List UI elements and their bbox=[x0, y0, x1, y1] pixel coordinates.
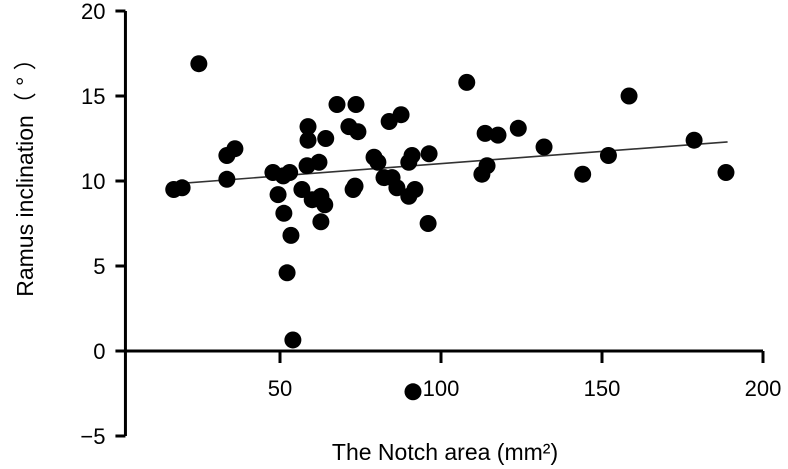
data-point bbox=[269, 186, 287, 204]
data-point bbox=[419, 215, 437, 232]
data-point bbox=[685, 131, 703, 149]
data-point bbox=[317, 130, 335, 147]
data-point bbox=[420, 145, 438, 163]
data-point bbox=[281, 164, 299, 181]
data-point bbox=[312, 213, 330, 231]
data-point bbox=[316, 196, 334, 214]
data-point bbox=[535, 138, 553, 156]
data-point bbox=[403, 147, 421, 164]
y-tick-label: 0 bbox=[93, 339, 105, 364]
data-point bbox=[478, 157, 496, 175]
regression-line bbox=[167, 141, 728, 186]
x-axis-label: The Notch area (mm²) bbox=[332, 439, 558, 465]
y-tick-label: 10 bbox=[81, 169, 105, 194]
ticks: −5 0 5 10 15 20 50 100 150 200 bbox=[80, 0, 781, 449]
data-point bbox=[509, 119, 527, 137]
data-points bbox=[165, 55, 735, 401]
data-point bbox=[226, 140, 244, 158]
data-point bbox=[620, 87, 638, 105]
data-point bbox=[388, 179, 406, 197]
data-point bbox=[190, 55, 208, 73]
y-tick-label: −5 bbox=[80, 424, 105, 449]
data-point bbox=[392, 106, 410, 124]
data-point bbox=[369, 153, 387, 171]
axes bbox=[123, 11, 763, 436]
data-point bbox=[489, 126, 507, 144]
data-point bbox=[344, 181, 362, 198]
data-point bbox=[284, 331, 302, 349]
x-tick-label: 200 bbox=[745, 376, 782, 401]
x-tick-label: 150 bbox=[584, 376, 621, 401]
data-point bbox=[275, 204, 293, 222]
data-point bbox=[406, 181, 424, 198]
x-tick-label: 50 bbox=[268, 376, 292, 401]
data-point bbox=[349, 123, 367, 141]
y-tick-label: 15 bbox=[81, 84, 105, 109]
data-point bbox=[173, 179, 191, 197]
y-axis-label: Ramus inclination（ ° ） bbox=[12, 47, 38, 297]
data-point bbox=[458, 73, 476, 91]
data-point bbox=[218, 170, 236, 188]
y-tick-label: 5 bbox=[93, 254, 105, 279]
data-point bbox=[282, 226, 300, 244]
data-point bbox=[599, 147, 617, 164]
data-point bbox=[310, 153, 328, 171]
data-point bbox=[404, 383, 422, 401]
data-point bbox=[299, 118, 317, 136]
data-point bbox=[476, 124, 494, 142]
data-point bbox=[328, 96, 346, 113]
y-tick-label: 20 bbox=[81, 0, 105, 24]
data-point bbox=[574, 165, 592, 183]
data-point bbox=[299, 131, 317, 149]
x-tick-label: 100 bbox=[423, 376, 460, 401]
data-point bbox=[347, 96, 365, 113]
data-point bbox=[278, 264, 296, 282]
data-point bbox=[717, 164, 735, 181]
